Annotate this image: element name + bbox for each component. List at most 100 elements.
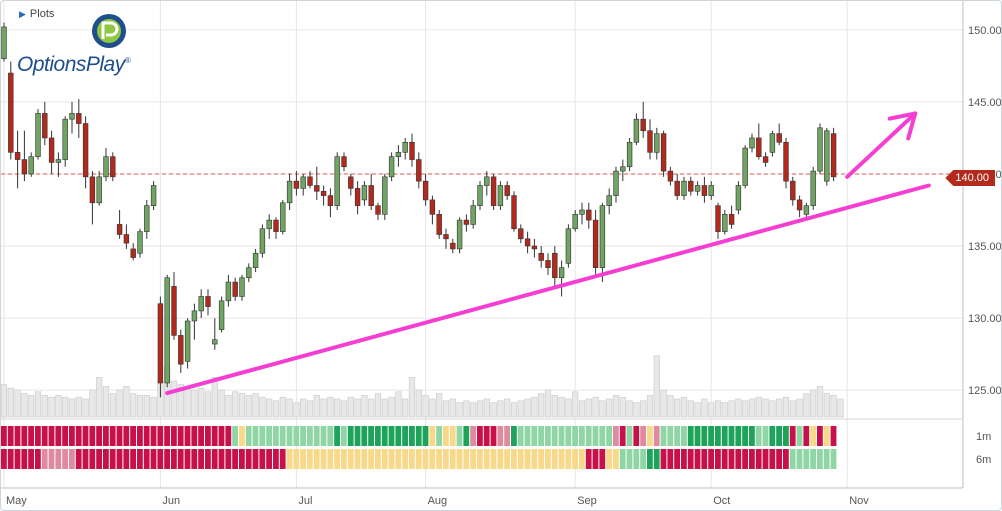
- candle-up: [681, 180, 687, 196]
- heat-cell: [762, 449, 769, 469]
- volume-bar: [313, 395, 320, 418]
- heat-cell: [232, 426, 238, 446]
- candle-down: [511, 195, 517, 230]
- candle-up: [626, 141, 633, 168]
- heat-cell: [41, 426, 48, 446]
- heat-cell: [232, 449, 238, 469]
- logo-wordmark: OptionsPlay®: [17, 53, 131, 76]
- candle-up: [817, 127, 823, 172]
- heat-cell: [266, 449, 272, 469]
- heat-cell: [796, 426, 803, 446]
- candle-down: [640, 118, 646, 132]
- volume-bar: [408, 377, 416, 418]
- heat-cell: [653, 426, 660, 446]
- heat-cell: [28, 426, 34, 446]
- heat-cell: [205, 449, 211, 469]
- volume-bar: [524, 398, 531, 418]
- volume-bar: [748, 398, 756, 418]
- candle-up: [484, 176, 490, 186]
- candle-up: [803, 205, 810, 215]
- candle-down: [504, 185, 510, 196]
- heat-cell: [171, 426, 177, 446]
- heat-cell: [415, 449, 422, 469]
- volume-bar: [497, 400, 504, 418]
- heat-cell: [157, 449, 164, 469]
- heat-cell: [599, 426, 606, 446]
- heat-cell: [225, 426, 232, 446]
- volume-bar: [252, 393, 259, 418]
- heat-cell: [517, 449, 524, 469]
- heat-cell: [755, 449, 762, 469]
- volume-bar: [429, 398, 436, 418]
- candle-up: [633, 118, 640, 143]
- candle-up: [824, 130, 830, 182]
- heat-cell: [728, 426, 735, 446]
- heat-cell: [252, 449, 259, 469]
- heat-cell: [463, 449, 470, 469]
- candle-up: [382, 176, 388, 215]
- volume-bar: [130, 393, 137, 418]
- volume-bar: [75, 396, 82, 418]
- heat-cell: [742, 426, 748, 446]
- volume-bar: [89, 389, 96, 418]
- heat-cell: [456, 426, 463, 446]
- candle-down: [674, 180, 680, 196]
- candle-down: [776, 133, 782, 143]
- heat-cell: [667, 449, 674, 469]
- candle-up: [280, 202, 286, 232]
- heat-cell: [633, 449, 640, 469]
- heat-cell: [286, 426, 293, 446]
- plots-toggle[interactable]: ▶ Plots: [19, 8, 54, 20]
- heat-cell: [830, 426, 837, 446]
- heat-cell: [116, 449, 123, 469]
- heat-cell: [375, 449, 381, 469]
- heat-cell: [613, 426, 619, 446]
- heat-cell: [592, 449, 599, 469]
- volume-bar: [558, 396, 565, 418]
- heat-cell: [579, 426, 585, 446]
- heat-cell: [157, 426, 164, 446]
- logo-mark-icon: [92, 14, 126, 48]
- volume-bar: [646, 395, 654, 418]
- volume-bar: [225, 395, 232, 418]
- heat-cell: [1, 426, 7, 446]
- volume-bar: [680, 396, 688, 418]
- heat-cell: [123, 449, 130, 469]
- candle-down: [89, 176, 96, 204]
- heat-cell: [545, 449, 551, 469]
- volume-bar: [204, 391, 212, 418]
- volume-bar: [803, 393, 810, 418]
- heat-cell: [483, 426, 490, 446]
- volume-bar: [306, 400, 314, 418]
- candle-up: [198, 296, 204, 312]
- heat-cell: [137, 449, 143, 469]
- candle-up: [558, 267, 565, 279]
- heat-cell: [470, 426, 476, 446]
- candle-down: [762, 156, 769, 163]
- candle-up: [470, 205, 476, 225]
- heat-cell: [810, 426, 816, 446]
- heat-cell: [783, 449, 789, 469]
- candle-down: [76, 113, 82, 124]
- heat-cell: [35, 449, 41, 469]
- volume-bar: [232, 391, 239, 418]
- candle-up: [579, 209, 585, 215]
- heat-cell: [443, 449, 449, 469]
- volume-bar: [504, 398, 511, 418]
- heat-cell: [613, 449, 619, 469]
- candle-up: [599, 205, 606, 268]
- heat-cell: [776, 449, 782, 469]
- heat-cell: [368, 449, 374, 469]
- volume-bar: [796, 398, 803, 418]
- heat-cell: [558, 426, 565, 446]
- candle-up: [735, 185, 742, 211]
- heat-cell: [830, 449, 837, 469]
- candle-up: [654, 133, 660, 153]
- heat-cell: [823, 449, 830, 469]
- heat-cell: [313, 426, 320, 446]
- x-tick-label: Sep: [577, 495, 597, 507]
- trend-arrow-shaft: [845, 111, 918, 179]
- heat-cell: [211, 426, 218, 446]
- support-trendline: [165, 183, 931, 396]
- candle-up: [239, 277, 245, 297]
